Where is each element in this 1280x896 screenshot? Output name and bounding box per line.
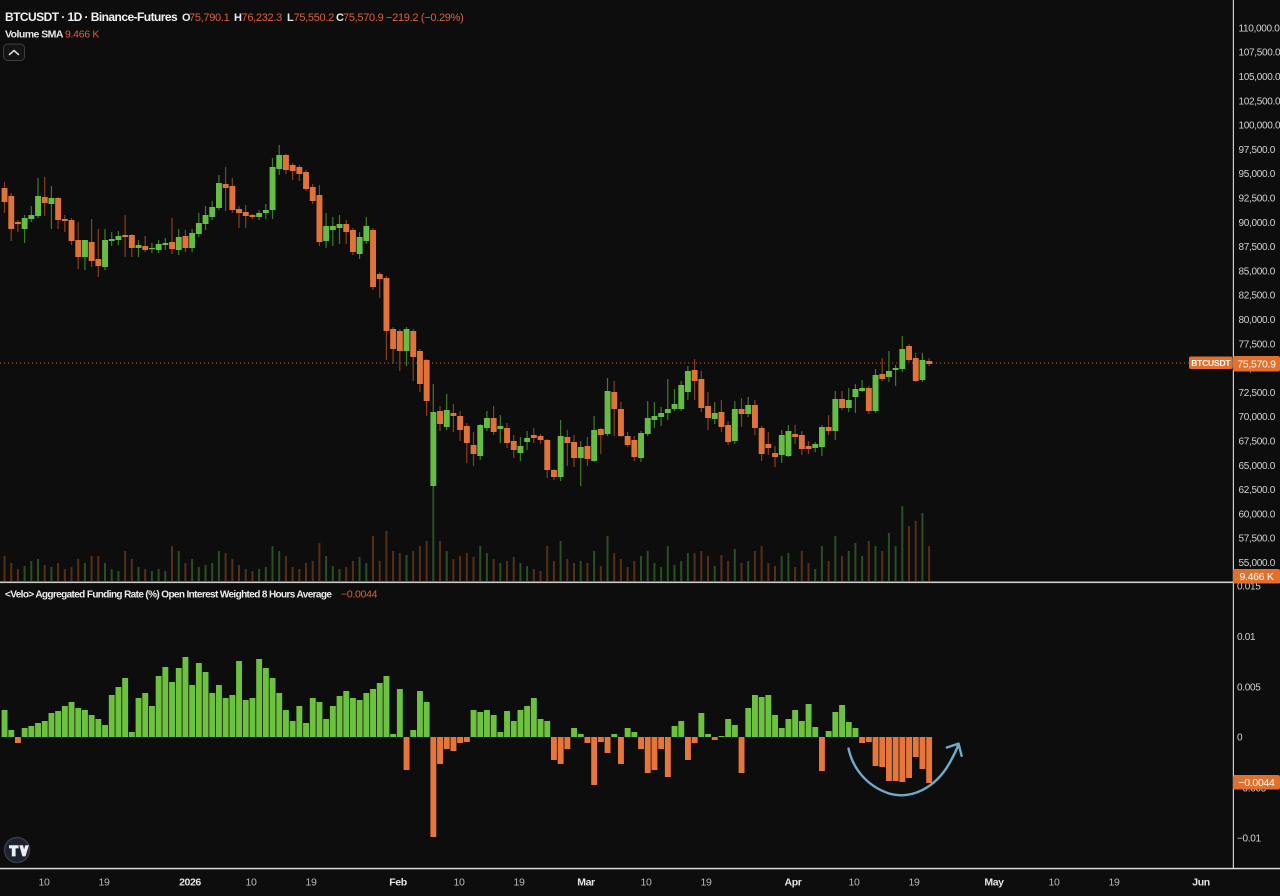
svg-text:2026: 2026 [179, 877, 201, 889]
svg-text:65,000.0: 65,000.0 [1239, 461, 1276, 472]
svg-text:0.015: 0.015 [1237, 581, 1261, 592]
svg-text:10: 10 [641, 877, 652, 889]
svg-text:Apr: Apr [785, 877, 802, 889]
svg-text:75,570.9: 75,570.9 [343, 12, 384, 24]
svg-text:0.005: 0.005 [1237, 682, 1261, 693]
svg-text:82,500.0: 82,500.0 [1239, 291, 1276, 302]
svg-text:BTCUSDT · 1D · Binance-Futures: BTCUSDT · 1D · Binance-Futures [5, 10, 178, 24]
svg-text:75,790.1: 75,790.1 [189, 12, 230, 24]
svg-text:60,000.0: 60,000.0 [1239, 509, 1276, 520]
svg-text:−0.01: −0.01 [1237, 833, 1262, 844]
svg-text:−0.0044: −0.0044 [1238, 777, 1275, 789]
svg-text:75,570.9: 75,570.9 [1237, 358, 1276, 370]
svg-text:19: 19 [909, 877, 920, 889]
svg-text:77,500.0: 77,500.0 [1239, 339, 1276, 350]
svg-text:C: C [336, 12, 344, 24]
svg-text:75,550.2: 75,550.2 [294, 12, 335, 24]
svg-text:76,232.3: 76,232.3 [242, 12, 283, 24]
svg-text:19: 19 [514, 877, 525, 889]
svg-text:110,000.0: 110,000.0 [1239, 23, 1280, 34]
svg-text:70,000.0: 70,000.0 [1239, 412, 1276, 423]
svg-text:87,500.0: 87,500.0 [1239, 242, 1276, 253]
svg-text:107,500.0: 107,500.0 [1239, 48, 1280, 59]
svg-text:62,500.0: 62,500.0 [1239, 485, 1276, 496]
svg-text:80,000.0: 80,000.0 [1239, 315, 1276, 326]
svg-text:10: 10 [246, 877, 257, 889]
svg-text:67,500.0: 67,500.0 [1239, 437, 1276, 448]
svg-text:0.01: 0.01 [1237, 632, 1256, 643]
svg-text:9.466 K: 9.466 K [1239, 571, 1273, 583]
svg-text:102,500.0: 102,500.0 [1239, 96, 1280, 107]
svg-text:O: O [182, 12, 191, 24]
svg-text:Jun: Jun [1192, 877, 1209, 889]
svg-text:85,000.0: 85,000.0 [1239, 266, 1276, 277]
svg-text:BTCUSDT: BTCUSDT [1191, 358, 1231, 368]
svg-text:90,000.0: 90,000.0 [1239, 218, 1276, 229]
svg-text:10: 10 [849, 877, 860, 889]
svg-text:55,000.0: 55,000.0 [1239, 558, 1276, 569]
svg-text:100,000.0: 100,000.0 [1239, 121, 1280, 132]
svg-text:Volume SMA: Volume SMA [5, 29, 64, 41]
svg-text:72,500.0: 72,500.0 [1239, 388, 1276, 399]
svg-text:10: 10 [39, 877, 50, 889]
svg-text:May: May [984, 877, 1004, 889]
svg-text:0: 0 [1237, 732, 1243, 743]
svg-text:10: 10 [454, 877, 465, 889]
svg-text:19: 19 [1109, 877, 1120, 889]
svg-text:105,000.0: 105,000.0 [1239, 72, 1280, 83]
svg-text:H: H [234, 12, 242, 24]
svg-text:Feb: Feb [389, 877, 406, 889]
svg-text:<Velo> Aggregated Funding Rate: <Velo> Aggregated Funding Rate (%) Open … [5, 590, 332, 601]
svg-text:10: 10 [1049, 877, 1060, 889]
svg-text:L: L [287, 12, 294, 24]
svg-text:95,000.0: 95,000.0 [1239, 169, 1276, 180]
svg-text:19: 19 [306, 877, 317, 889]
svg-text:9.466 K: 9.466 K [65, 29, 99, 41]
svg-text:92,500.0: 92,500.0 [1239, 194, 1276, 205]
svg-text:Mar: Mar [577, 877, 595, 889]
svg-text:19: 19 [701, 877, 712, 889]
svg-text:97,500.0: 97,500.0 [1239, 145, 1276, 156]
svg-text:19: 19 [99, 877, 110, 889]
svg-text:−0.0044: −0.0044 [341, 589, 378, 601]
svg-text:−219.2 (−0.29%): −219.2 (−0.29%) [386, 12, 463, 24]
svg-text:57,500.0: 57,500.0 [1239, 534, 1276, 545]
